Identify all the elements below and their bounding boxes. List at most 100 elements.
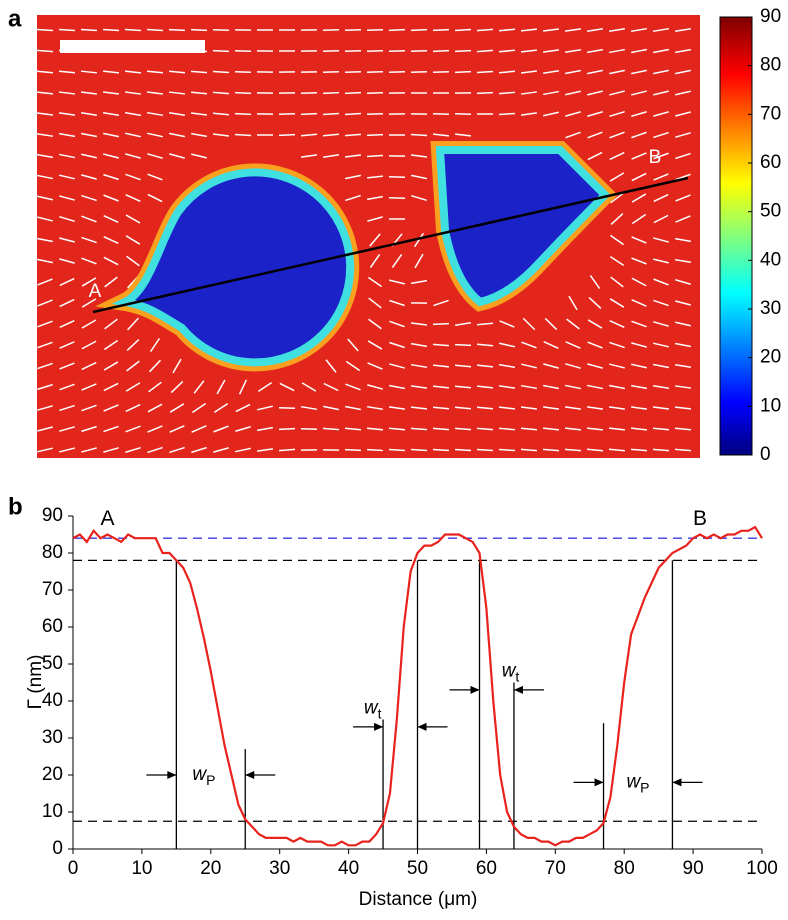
director [367,93,383,94]
y-tick-label: 90 [42,505,63,526]
director [235,114,251,115]
arrow-head [374,723,383,731]
director [301,93,317,94]
director [433,324,449,325]
colorbar-tick-label: 70 [760,103,781,124]
x-axis-label: Distance (μm) [359,889,478,910]
width-subscript: P [206,772,215,788]
director [367,114,383,115]
y-tick-label: 50 [42,653,63,674]
x-tick-label: 90 [683,858,704,879]
director [411,450,427,451]
director [345,51,361,52]
director [455,450,471,451]
director [455,30,471,31]
director [235,93,251,94]
director [59,29,75,30]
director [323,72,339,73]
director [213,72,229,73]
arrow-head [471,686,480,694]
director [433,30,449,31]
x-tick-label: 100 [746,858,778,879]
director [323,113,339,114]
point-label: A [100,507,114,530]
width-subscript: t [378,705,382,721]
director [455,51,471,52]
director [103,29,119,30]
scale-bar [60,40,205,53]
y-tick-label: 20 [42,764,63,785]
heatmap-background [37,15,700,458]
x-tick-label: 20 [200,858,221,879]
colorbar [720,17,752,455]
director [411,134,427,135]
width-label: wt [364,697,382,721]
director [235,134,251,135]
point-label: B [649,147,662,168]
y-tick-label: 30 [42,727,63,748]
director [477,72,493,73]
y-tick-label: 10 [42,801,63,822]
director [433,450,449,451]
director [345,72,361,73]
y-tick-label: 0 [52,838,63,859]
director [433,114,449,115]
director [367,450,383,451]
director [477,93,493,94]
x-tick-label: 60 [476,858,497,879]
arrow-head [167,771,176,779]
point-label: A [89,281,102,302]
y-tick-label: 70 [42,579,63,600]
arrow-head [514,686,523,694]
arrow-head [245,771,254,779]
colorbar-tick-label: 10 [760,395,781,416]
colorbar-tick-label: 0 [760,444,771,465]
director [433,51,449,52]
x-tick-label: 50 [407,858,428,879]
director [147,30,163,31]
arrow-head [418,723,427,731]
point-label: B [693,507,707,530]
director [37,30,53,31]
director [345,30,361,31]
director [367,72,383,73]
arrow-head [595,778,604,786]
director [367,155,383,156]
colorbar-tick-label: 40 [760,249,781,270]
width-label: wP [192,764,215,788]
director [367,135,383,136]
director [411,30,427,31]
director [301,114,317,115]
colorbar-tick-label: 20 [760,347,781,368]
director [367,51,383,52]
panel-label: b [8,493,23,520]
director [323,93,339,94]
director [213,51,229,52]
x-tick-label: 40 [338,858,359,879]
director [477,450,493,451]
director [345,114,361,115]
arrow-head [672,778,681,786]
x-tick-label: 0 [68,858,79,879]
director [345,450,361,451]
y-tick-label: 40 [42,690,63,711]
colorbar-tick-label: 80 [760,55,781,76]
director [455,72,471,73]
director [125,29,141,30]
director [389,450,405,451]
director [455,114,471,115]
x-tick-label: 10 [131,858,152,879]
director [411,51,427,52]
width-subscript: P [640,779,649,795]
panel-b: b Distance (μm) Γ (nm) 01020304050607080… [8,493,778,910]
x-tick-label: 70 [545,858,566,879]
x-tick-label: 30 [269,858,290,879]
director [345,93,361,94]
y-tick-label: 80 [42,542,63,563]
director [367,30,383,31]
director [455,345,471,346]
director [279,135,295,136]
x-tick-label: 80 [614,858,635,879]
